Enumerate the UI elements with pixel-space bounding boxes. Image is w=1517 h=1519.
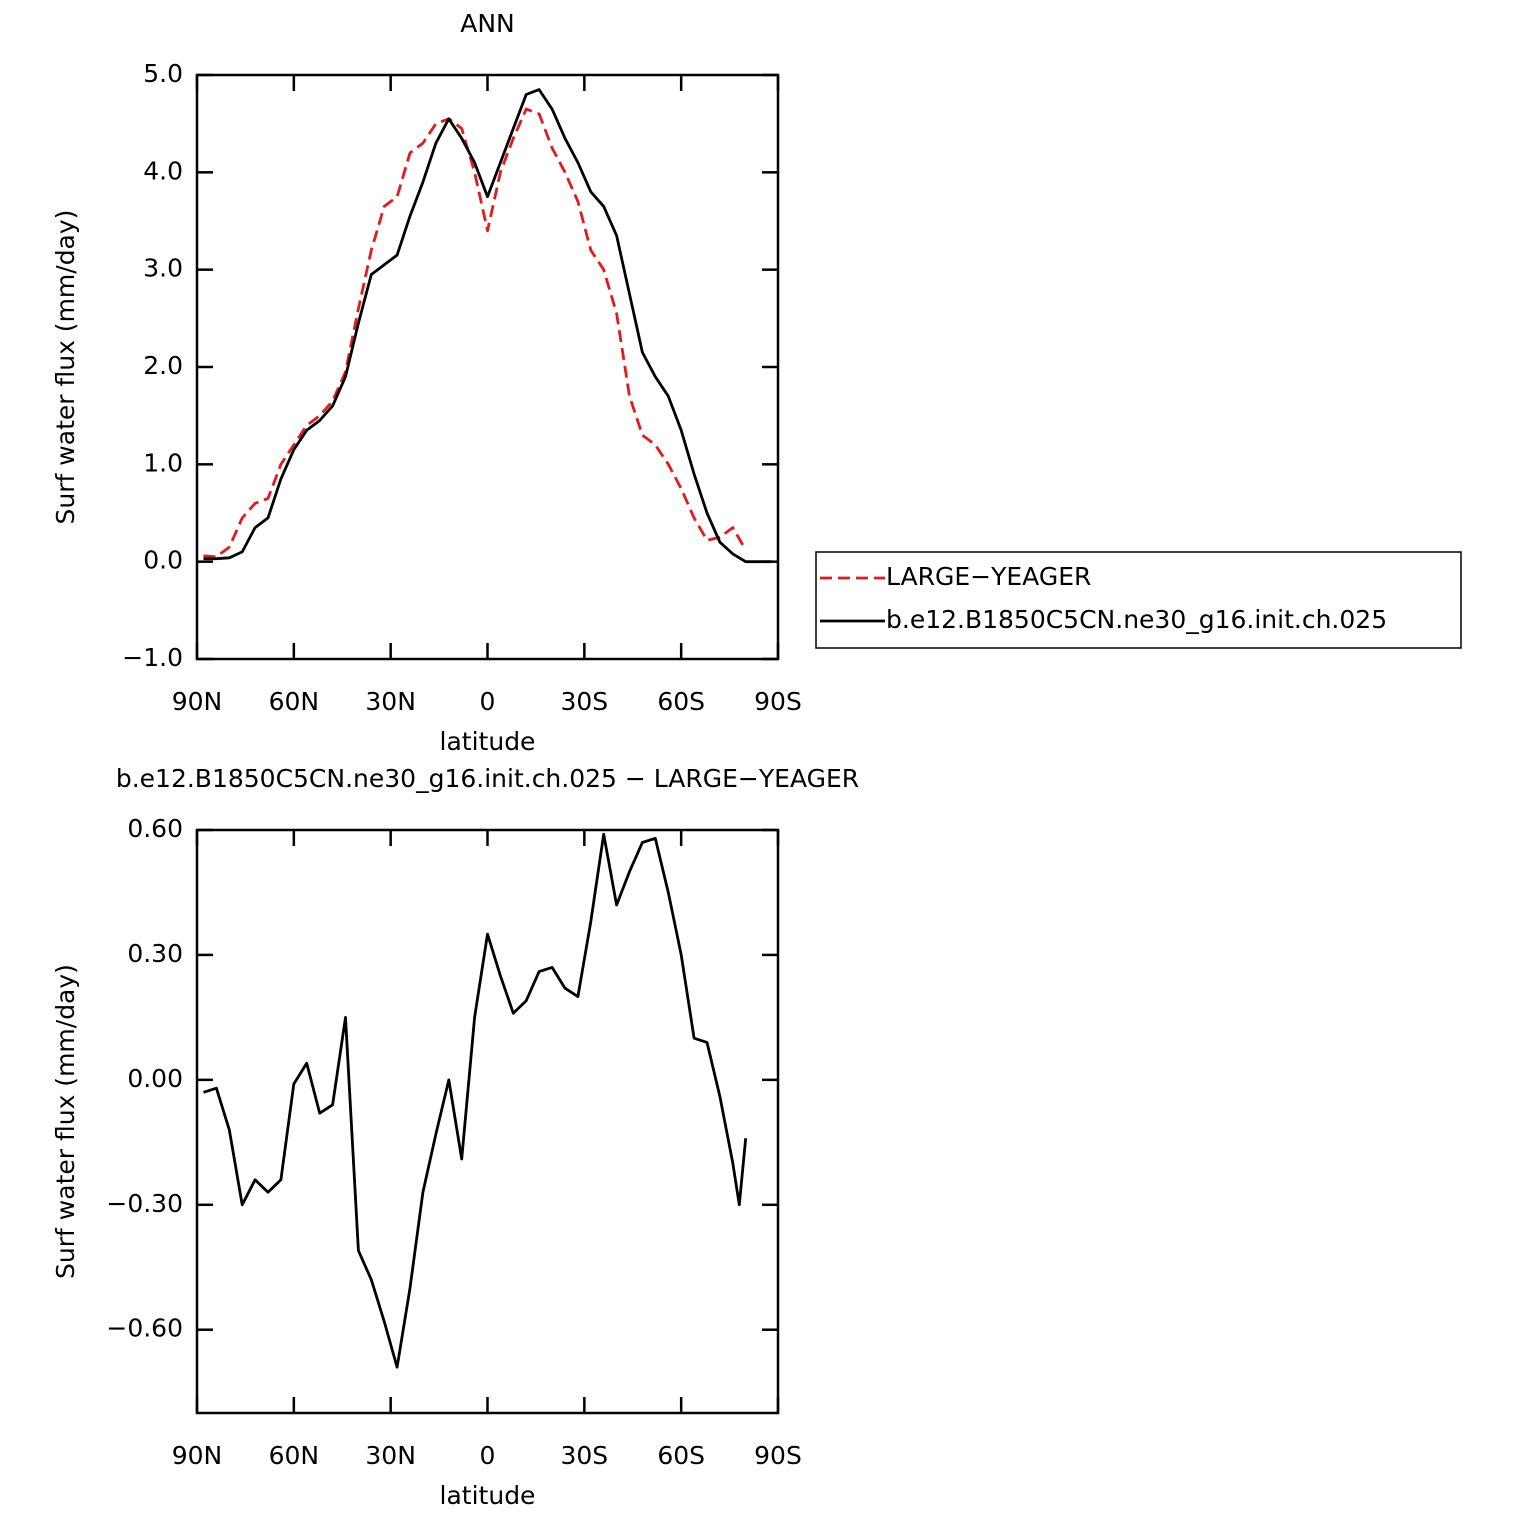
x-tick-label: 90S: [754, 687, 802, 716]
x-axis-label: latitude: [440, 1481, 536, 1510]
data-line: [203, 832, 748, 1369]
y-tick-label: 3.0: [143, 254, 183, 283]
y-tick-label: 0.0: [143, 546, 183, 575]
x-tick-label: 0: [480, 687, 496, 716]
legend-label: LARGE−YEAGER: [886, 562, 1091, 591]
x-tick-label: 90N: [172, 687, 223, 716]
y-tick-label: 2.0: [143, 351, 183, 380]
data-line: [203, 88, 772, 564]
y-tick-label: −1.0: [122, 643, 183, 672]
chart-title: ANN: [460, 9, 515, 38]
x-tick-label: 30S: [560, 1441, 608, 1470]
plot-frame: [195, 828, 780, 1415]
y-tick-label: 1.0: [143, 448, 183, 477]
y-tick-label: 4.0: [143, 156, 183, 185]
y-tick-label: 0.00: [127, 1064, 183, 1093]
chart-title: b.e12.B1850C5CN.ne30_g16.init.ch.025 − L…: [116, 764, 859, 793]
y-axis-label: Surf water flux (mm/day): [51, 964, 80, 1279]
y-tick-label: −0.60: [106, 1314, 183, 1343]
x-tick-label: 30N: [365, 1441, 416, 1470]
y-tick-label: −0.30: [106, 1189, 183, 1218]
plot-frame: [195, 73, 780, 661]
x-tick-label: 90N: [172, 1441, 223, 1470]
x-tick-label: 30N: [365, 687, 416, 716]
legend-box: [815, 551, 1462, 649]
y-tick-label: 5.0: [143, 59, 183, 88]
x-tick-label: 0: [480, 1441, 496, 1470]
y-tick-label: 0.30: [127, 939, 183, 968]
y-tick-label: 0.60: [127, 814, 183, 843]
legend-label: b.e12.B1850C5CN.ne30_g16.init.ch.025: [886, 605, 1387, 634]
x-tick-label: 60N: [269, 1441, 320, 1470]
data-line: [203, 107, 747, 559]
x-axis-label: latitude: [440, 727, 536, 756]
x-tick-label: 90S: [754, 1441, 802, 1470]
x-tick-label: 60N: [269, 687, 320, 716]
x-tick-label: 30S: [560, 687, 608, 716]
x-tick-label: 60S: [657, 1441, 705, 1470]
y-axis-label: Surf water flux (mm/day): [51, 210, 80, 525]
x-tick-label: 60S: [657, 687, 705, 716]
